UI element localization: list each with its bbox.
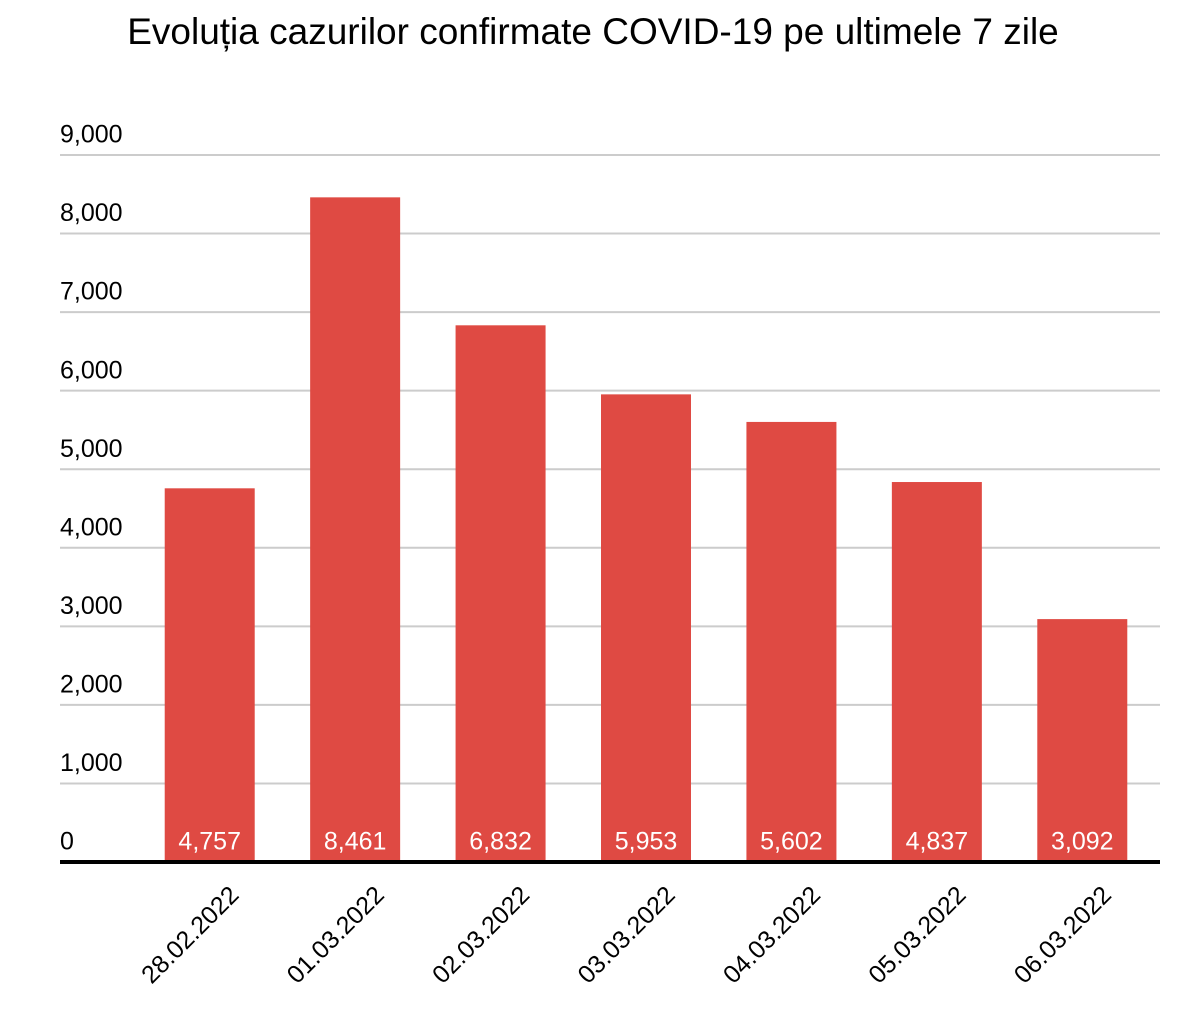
x-tick-label: 04.03.2022 xyxy=(718,881,826,989)
y-tick-label: 6,000 xyxy=(60,356,123,384)
y-tick-label: 3,000 xyxy=(60,592,123,620)
y-tick-label: 7,000 xyxy=(60,278,123,306)
y-tick-label: 9,000 xyxy=(60,121,123,149)
x-tick-label: 01.03.2022 xyxy=(282,881,390,989)
value-label: 4,757 xyxy=(178,828,241,856)
value-label: 5,602 xyxy=(760,828,823,856)
y-tick-label: 8,000 xyxy=(60,199,123,227)
y-tick-label: 5,000 xyxy=(60,435,123,463)
bar xyxy=(891,482,982,862)
y-tick-label: 1,000 xyxy=(60,749,123,777)
bar xyxy=(746,421,837,862)
y-tick-label: 4,000 xyxy=(60,513,123,541)
value-label: 8,461 xyxy=(324,828,387,856)
value-label: 4,837 xyxy=(906,828,969,856)
chart-title: Evoluția cazurilor confirmate COVID-19 p… xyxy=(127,11,1059,52)
bar xyxy=(1037,619,1128,862)
bar xyxy=(455,325,546,862)
value-label: 6,832 xyxy=(469,828,532,856)
x-tick-label: 28.02.2022 xyxy=(136,881,244,989)
x-tick-label: 06.03.2022 xyxy=(1009,881,1117,989)
bar xyxy=(310,197,401,863)
x-tick-label: 05.03.2022 xyxy=(863,881,971,989)
x-tick-label: 02.03.2022 xyxy=(427,881,535,989)
value-label: 5,953 xyxy=(615,828,678,856)
bar xyxy=(601,394,691,862)
value-label: 3,092 xyxy=(1051,828,1114,856)
bar xyxy=(164,488,255,862)
x-tick-label: 03.03.2022 xyxy=(572,881,680,989)
y-tick-label: 2,000 xyxy=(60,670,123,698)
y-tick-label: 0 xyxy=(60,828,74,856)
